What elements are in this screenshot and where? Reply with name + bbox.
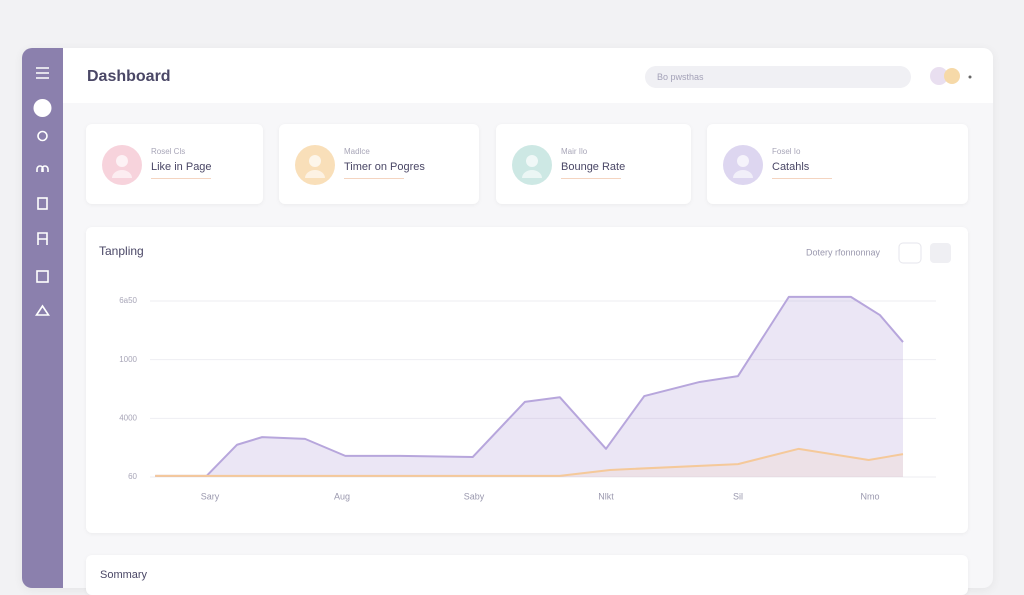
nav-icon[interactable] <box>33 99 52 117</box>
card-avatar <box>295 145 335 185</box>
page-title: Dashboard <box>87 68 171 85</box>
menu-icon[interactable] <box>36 67 49 79</box>
card-underline <box>772 178 832 179</box>
card-caption: Mair Ilo <box>561 147 588 156</box>
y-tick-label: 4000 <box>119 413 137 422</box>
sidebar <box>22 48 63 588</box>
search-box[interactable]: Bo pwsthas <box>645 66 911 88</box>
card-caption: Fosel Io <box>772 147 801 156</box>
card-label: Catahls <box>772 161 810 173</box>
stat-card: Rosel Cls Like in Page <box>86 124 263 204</box>
nav-icon[interactable] <box>37 197 48 210</box>
stat-card: Mair Ilo Bounge Rate <box>496 124 691 204</box>
header: Dashboard Bo pwsthas <box>63 48 993 103</box>
chart-legend: Dotery rfonnonnay <box>806 247 881 257</box>
chart-title: Tanpling <box>99 244 144 258</box>
nav-icon[interactable] <box>36 165 49 172</box>
nav-icon[interactable] <box>35 304 50 316</box>
area-line <box>155 295 904 477</box>
x-tick-label: Sil <box>733 491 743 501</box>
nav-icon[interactable] <box>37 130 48 142</box>
card-avatar <box>723 145 763 185</box>
x-tick-label: Saby <box>464 491 485 501</box>
card-underline <box>561 178 621 179</box>
card-underline <box>344 178 404 179</box>
summary-title: Sommary <box>100 569 148 581</box>
chart-button[interactable] <box>898 242 922 264</box>
area-fill <box>155 448 904 477</box>
card-caption: Madlce <box>344 147 370 156</box>
x-tick-label: Nlkt <box>598 491 614 501</box>
x-tick-label: Nmo <box>860 491 879 501</box>
y-tick-label: 1000 <box>119 355 137 364</box>
card-label: Like in Page <box>151 161 212 173</box>
page: {"header": {"title": "Dashboard", "searc… <box>22 48 993 595</box>
stat-card: Fosel Io Catahls <box>707 124 968 204</box>
nav-icon[interactable] <box>37 232 48 245</box>
y-tick-label: 60 <box>128 472 137 481</box>
nav-icon[interactable] <box>36 270 49 283</box>
chart-button[interactable] <box>930 243 951 263</box>
chart: Tanpling Dotery rfonnonnay 60 4000 1000 6a5… <box>99 242 951 501</box>
card-underline <box>151 178 211 179</box>
card-caption: Rosel Cls <box>151 147 186 156</box>
sidebar-icons <box>33 67 52 316</box>
user-avatar[interactable] <box>928 63 978 91</box>
area-line <box>155 447 904 477</box>
x-tick-label: Aug <box>334 491 350 501</box>
card-label: Timer on Pogres <box>344 161 425 173</box>
chart-card <box>86 227 968 533</box>
x-tick-label: Sary <box>201 491 220 501</box>
card-avatar <box>512 145 552 185</box>
stat-card: Madlce Timer on Pogres <box>279 124 479 204</box>
card-label: Bounge Rate <box>561 161 626 173</box>
y-tick-label: 6a50 <box>119 296 137 305</box>
card-avatar <box>102 145 142 185</box>
area-fill <box>155 296 904 477</box>
summary-card: Sommary <box>86 555 968 595</box>
